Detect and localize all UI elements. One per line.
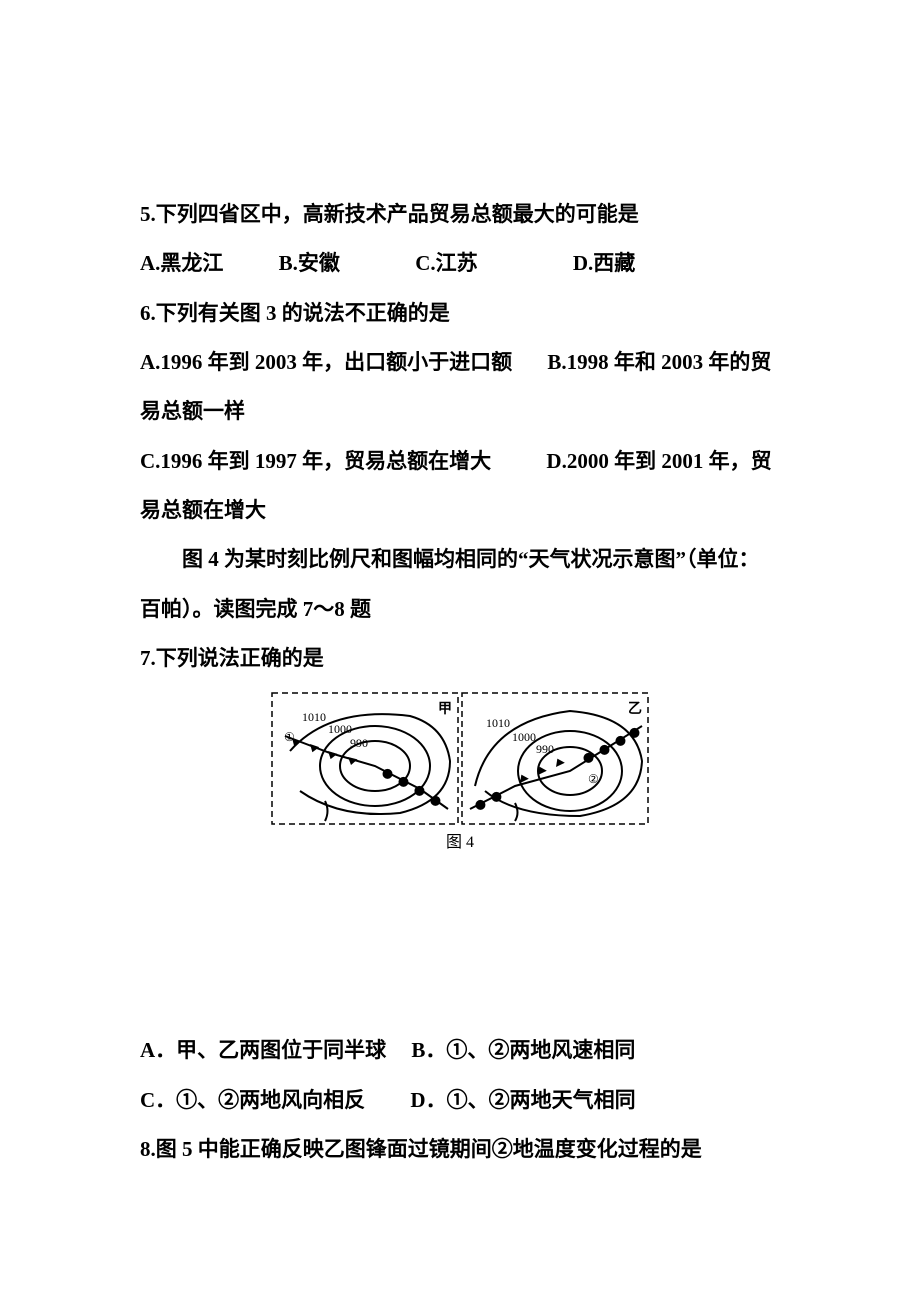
figure4: 10101000990甲①10101000990乙② 图 4 (140, 691, 780, 852)
svg-text:1010: 1010 (486, 716, 510, 730)
q7-line-cd: C．①、②两地风向相反 D．①、②两地天气相同 (140, 1076, 780, 1125)
q6-line-ab: A.1996 年到 2003 年，出口额小于进口额 B.1998 年和 2003… (140, 338, 780, 387)
svg-text:1000: 1000 (512, 730, 536, 744)
q6-opt-b-part2: 易总额一样 (140, 387, 780, 436)
svg-text:1000: 1000 (328, 722, 352, 736)
figure4-svg: 10101000990甲①10101000990乙② (270, 691, 650, 826)
q6-stem: 6.下列有关图 3 的说法不正确的是 (140, 289, 780, 338)
q6-opt-d-part1: D.2000 年到 2001 年，贸 (546, 449, 771, 473)
q7-opt-a: A．甲、乙两图位于同半球 (140, 1038, 386, 1062)
q5-options: A.黑龙江 B.安徽 C.江苏 D.西藏 (140, 239, 780, 288)
svg-text:990: 990 (536, 742, 554, 756)
q7-stem: 7.下列说法正确的是 (140, 634, 780, 683)
q7-opt-c: C．①、②两地风向相反 (140, 1088, 365, 1112)
q5-opt-c: C.江苏 (415, 239, 477, 288)
q7-line-ab: A．甲、乙两图位于同半球 B．①、②两地风速相同 (140, 1026, 780, 1075)
q8-stem: 8.图 5 中能正确反映乙图锋面过镜期间②地温度变化过程的是 (140, 1125, 780, 1174)
q6-opt-d-part2: 易总额在增大 (140, 486, 780, 535)
q5-opt-d: D.西藏 (573, 239, 635, 288)
svg-text:1010: 1010 (302, 710, 326, 724)
svg-text:990: 990 (350, 736, 368, 750)
q5-opt-a: A.黑龙江 (140, 239, 223, 288)
q6-opt-c: C.1996 年到 1997 年，贸易总额在增大 (140, 449, 491, 473)
svg-text:乙: 乙 (628, 701, 642, 717)
q5-stem: 5.下列四省区中，高新技术产品贸易总额最大的可能是 (140, 190, 780, 239)
figure4-caption: 图 4 (270, 828, 650, 852)
intro78-line1: 图 4 为某时刻比例尺和图幅均相同的“天气状况示意图”（单位： (140, 535, 780, 584)
svg-text:甲: 甲 (438, 701, 452, 717)
q6-opt-b-part1: B.1998 年和 2003 年的贸 (547, 350, 771, 374)
q7-opt-b: B．①、②两地风速相同 (411, 1038, 635, 1062)
svg-text:②: ② (588, 772, 599, 786)
q5-opt-b: B.安徽 (279, 239, 340, 288)
q6-line-cd: C.1996 年到 1997 年，贸易总额在增大 D.2000 年到 2001 … (140, 437, 780, 486)
intro78-line2: 百帕）。读图完成 7～8 题 (140, 585, 780, 634)
q6-opt-a: A.1996 年到 2003 年，出口额小于进口额 (140, 350, 512, 374)
q7-opt-d: D．①、②两地天气相同 (410, 1088, 635, 1112)
